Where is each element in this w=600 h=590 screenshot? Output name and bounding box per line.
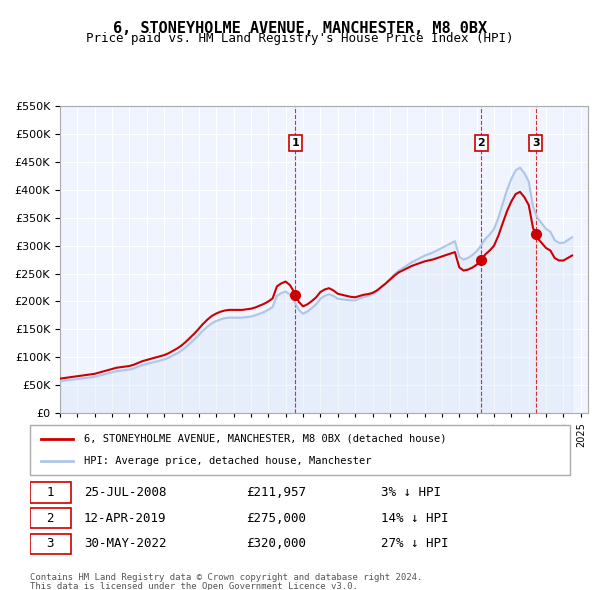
Text: £275,000: £275,000	[246, 512, 306, 525]
FancyBboxPatch shape	[30, 533, 71, 554]
Text: 3: 3	[532, 138, 539, 148]
Text: £320,000: £320,000	[246, 537, 306, 550]
Text: 2: 2	[478, 138, 485, 148]
Text: 25-JUL-2008: 25-JUL-2008	[84, 486, 167, 499]
Text: This data is licensed under the Open Government Licence v3.0.: This data is licensed under the Open Gov…	[30, 582, 358, 590]
FancyBboxPatch shape	[30, 482, 71, 503]
Text: 3% ↓ HPI: 3% ↓ HPI	[381, 486, 441, 499]
FancyBboxPatch shape	[30, 425, 570, 475]
Text: 1: 1	[292, 138, 299, 148]
Text: 6, STONEYHOLME AVENUE, MANCHESTER, M8 0BX (detached house): 6, STONEYHOLME AVENUE, MANCHESTER, M8 0B…	[84, 434, 446, 444]
Text: 2: 2	[46, 512, 54, 525]
FancyBboxPatch shape	[30, 508, 71, 529]
Text: 6, STONEYHOLME AVENUE, MANCHESTER, M8 0BX: 6, STONEYHOLME AVENUE, MANCHESTER, M8 0B…	[113, 21, 487, 35]
Text: 14% ↓ HPI: 14% ↓ HPI	[381, 512, 449, 525]
Text: £211,957: £211,957	[246, 486, 306, 499]
Text: 30-MAY-2022: 30-MAY-2022	[84, 537, 167, 550]
Text: Contains HM Land Registry data © Crown copyright and database right 2024.: Contains HM Land Registry data © Crown c…	[30, 573, 422, 582]
Text: 27% ↓ HPI: 27% ↓ HPI	[381, 537, 449, 550]
Text: 3: 3	[46, 537, 54, 550]
Text: 12-APR-2019: 12-APR-2019	[84, 512, 167, 525]
Text: Price paid vs. HM Land Registry's House Price Index (HPI): Price paid vs. HM Land Registry's House …	[86, 32, 514, 45]
Text: HPI: Average price, detached house, Manchester: HPI: Average price, detached house, Manc…	[84, 456, 371, 466]
Text: 1: 1	[46, 486, 54, 499]
